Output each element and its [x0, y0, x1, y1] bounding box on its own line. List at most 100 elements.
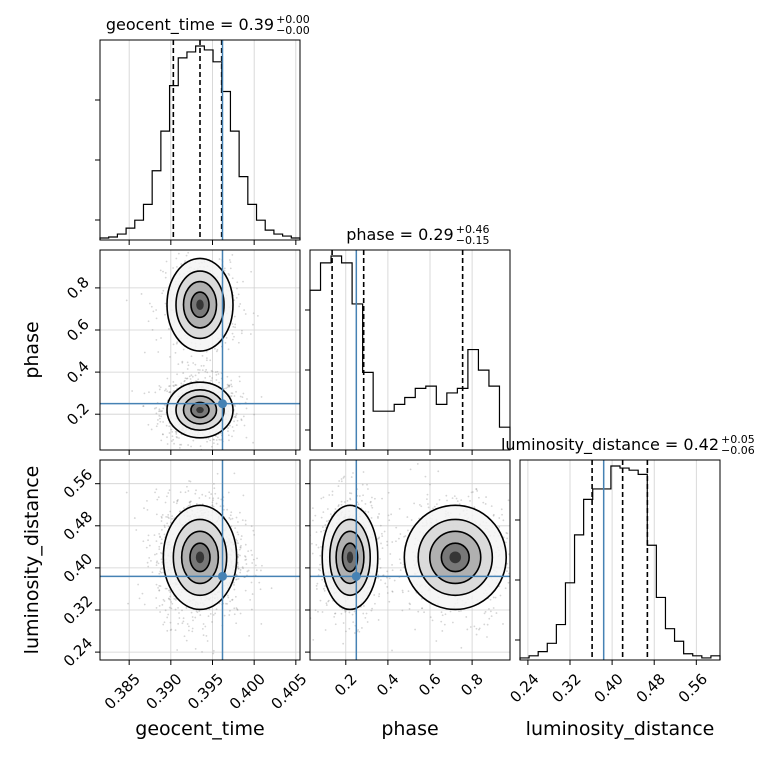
scatter-panel-geocent_time-vs-phase: 0.2 0.4 0.6 0.8 — [63, 249, 301, 455]
sample-point — [381, 497, 383, 500]
sample-point — [230, 392, 233, 395]
sample-point — [240, 535, 243, 537]
sample-point — [429, 616, 432, 619]
sample-point — [523, 600, 525, 602]
sample-point — [362, 612, 365, 615]
sample-point — [312, 519, 314, 522]
sample-point — [188, 629, 190, 632]
sample-point — [159, 585, 162, 587]
sample-point — [521, 545, 523, 547]
sample-point — [148, 544, 151, 547]
sample-point — [231, 332, 234, 335]
sample-point — [218, 381, 221, 384]
sample-point — [475, 633, 478, 636]
x-tick-label: 0.395 — [184, 670, 227, 713]
sample-point — [189, 480, 192, 483]
sample-point — [167, 597, 170, 600]
sample-point — [518, 606, 520, 608]
panel-frame — [309, 459, 511, 661]
sample-point — [186, 361, 189, 364]
sample-point — [190, 500, 192, 503]
sample-point — [237, 542, 240, 545]
sample-point — [451, 497, 454, 500]
sample-point — [252, 441, 255, 444]
sample-point — [320, 530, 322, 533]
sample-point — [147, 565, 150, 568]
sample-point — [239, 571, 242, 574]
sample-point — [239, 554, 241, 557]
sample-point — [155, 597, 158, 599]
sample-point — [331, 490, 334, 493]
sample-point — [228, 614, 231, 616]
sample-point — [204, 370, 207, 373]
sample-point — [175, 433, 178, 435]
sample-point — [423, 611, 425, 614]
sample-point — [238, 548, 241, 551]
sample-point — [431, 619, 434, 622]
sample-point — [317, 610, 319, 613]
sample-point — [216, 349, 219, 351]
sample-point — [237, 553, 240, 556]
x-tick-label: 0.56 — [675, 670, 711, 706]
sample-point — [213, 347, 216, 350]
sample-point — [142, 540, 145, 543]
sample-point — [171, 602, 174, 605]
sample-point — [155, 564, 158, 567]
sample-point — [328, 494, 331, 496]
sample-point — [373, 497, 376, 500]
sample-point — [171, 430, 174, 433]
sample-point — [182, 620, 185, 623]
y-tick-label: 0.48 — [60, 508, 96, 544]
sample-point — [197, 371, 200, 374]
sample-point — [515, 533, 517, 535]
sample-point — [161, 292, 164, 295]
sample-point — [270, 587, 273, 590]
sample-point — [177, 622, 180, 625]
sample-point — [378, 595, 380, 598]
sample-point — [147, 534, 150, 537]
sample-point — [164, 501, 167, 504]
sample-point — [230, 525, 233, 528]
sample-point — [337, 505, 340, 508]
sample-point — [327, 599, 330, 602]
sample-point — [236, 419, 239, 422]
sample-point — [381, 535, 384, 538]
sample-point — [160, 571, 163, 574]
sample-point — [195, 380, 197, 382]
sample-point — [379, 558, 381, 560]
sample-point — [361, 483, 364, 486]
sample-point — [212, 505, 215, 508]
sample-point — [324, 629, 327, 631]
sample-point — [251, 593, 254, 595]
sample-point — [216, 443, 219, 445]
sample-point — [181, 360, 184, 363]
sample-point — [198, 369, 201, 371]
sample-point — [228, 274, 231, 276]
sample-point — [155, 338, 158, 341]
sample-point — [179, 443, 181, 446]
sample-point — [197, 368, 199, 371]
sample-point — [188, 501, 191, 504]
sample-point — [409, 603, 412, 606]
sample-point — [155, 412, 158, 415]
sample-point — [325, 602, 328, 605]
sample-point — [488, 607, 490, 610]
sample-point — [371, 496, 373, 499]
sample-point — [398, 537, 400, 540]
sample-point — [166, 522, 169, 525]
sample-point — [162, 270, 164, 273]
title-geocent_time: geocent_time = 0.39 +0.00−0.00 — [106, 13, 310, 37]
x-tick-label: 0.385 — [101, 670, 144, 713]
sample-point — [164, 587, 167, 590]
sample-point — [241, 519, 244, 521]
sample-point — [492, 596, 495, 599]
sample-point — [228, 259, 231, 261]
sample-point — [211, 501, 214, 504]
sample-point — [515, 565, 517, 567]
sample-point — [171, 515, 174, 518]
sample-point — [500, 508, 503, 511]
x-tick-label: 0.48 — [633, 670, 669, 706]
sample-point — [388, 519, 391, 522]
sample-point — [217, 373, 220, 375]
